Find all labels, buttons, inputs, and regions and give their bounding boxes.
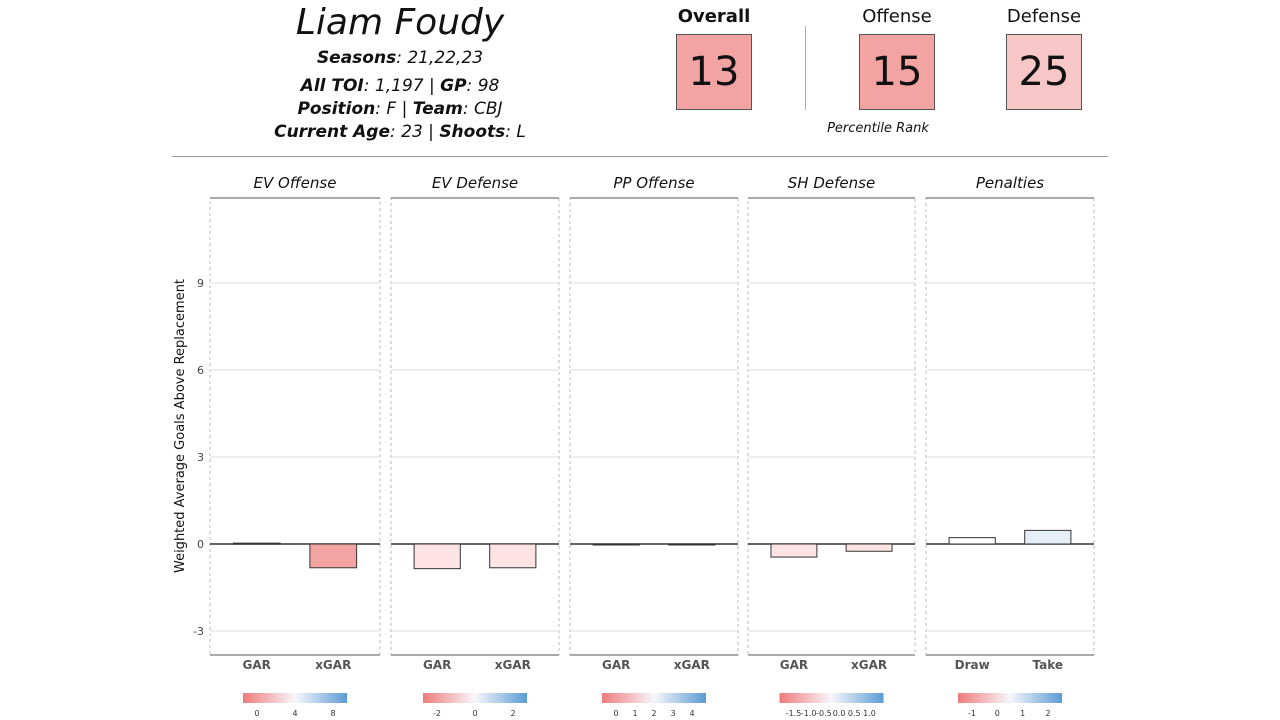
bar: [489, 543, 537, 569]
color-legend-tick-label: 4: [292, 709, 297, 718]
color-legend-tick-label: -2: [433, 709, 441, 718]
header-divider: [172, 156, 1108, 157]
shoots-value: L: [516, 122, 526, 142]
seasons-line: Seasons: 21,22,23: [316, 48, 484, 68]
color-legend-tick-label: 0: [254, 709, 259, 718]
bar: [232, 542, 281, 545]
color-legend-tick-label: -1.0: [801, 709, 817, 718]
chart-panels: -3 0 3 6 9 EV Offense GAR xGAR 0 4 8 EV Defense GAR x…: [193, 174, 1095, 718]
percentile-rank-label: Percentile Rank: [827, 121, 929, 136]
y-tick-label: 9: [197, 277, 204, 290]
bar: [770, 543, 818, 558]
color-legend-tick-label: -1: [968, 709, 976, 718]
x-tick-label: xGAR: [495, 658, 531, 672]
panel-border: [390, 197, 560, 656]
panel-border: [209, 197, 381, 656]
offense-label: Offense: [862, 6, 932, 27]
position-label: Position: [297, 99, 376, 119]
seasons-value: 21,22,23: [407, 48, 484, 68]
x-tick-label: GAR: [423, 658, 451, 672]
color-legend-bar: [602, 693, 706, 703]
color-legend-tick-label: 0: [613, 709, 618, 718]
bar: [413, 543, 461, 570]
x-tick-label: xGAR: [851, 658, 887, 672]
rank-divider: [805, 26, 806, 110]
x-tick-label: Draw: [955, 658, 990, 672]
toi-value: 1,197: [374, 76, 424, 96]
age-shoots-line: Current Age: 23 | Shoots: L: [274, 122, 526, 142]
player-name: Liam Foudy: [295, 2, 505, 43]
y-tick-label: 0: [197, 538, 204, 551]
x-tick-label: xGAR: [674, 658, 710, 672]
overall-rank-box: 13: [676, 34, 752, 110]
color-legend-tick-label: 2: [510, 709, 515, 718]
panel-border: [747, 197, 916, 656]
panel-title: SH Defense: [788, 174, 875, 192]
toi-label: All TOI: [300, 76, 364, 96]
color-legend-tick-label: 8: [330, 709, 335, 718]
defense-label: Defense: [1006, 6, 1082, 27]
position-value: F: [386, 99, 397, 119]
team-value: CBJ: [474, 99, 503, 119]
color-legend-tick-label: 0.5: [848, 709, 861, 718]
color-legend-tick-label: 0: [472, 709, 477, 718]
bar: [592, 543, 640, 546]
color-legend-tick-label: 2: [651, 709, 656, 718]
color-legend-bar: [958, 693, 1062, 703]
offense-rank-box: 15: [859, 34, 935, 110]
bar: [948, 537, 996, 545]
color-legend-tick-label: -1.5: [786, 709, 802, 718]
x-tick-label: GAR: [780, 658, 808, 672]
color-legend-tick-label: 3: [670, 709, 675, 718]
bar: [845, 543, 893, 552]
panel-title: PP Offense: [613, 174, 694, 192]
color-legend-tick-label: 4: [689, 709, 694, 718]
bar: [668, 543, 716, 546]
x-tick-label: GAR: [243, 658, 271, 672]
toi-gp-line: All TOI: 1,197 | GP: 98: [300, 76, 500, 96]
age-value: 23: [401, 122, 423, 142]
color-legend-tick-label: 1: [632, 709, 637, 718]
x-tick-label: xGAR: [315, 658, 351, 672]
color-legend-tick-label: -0.5: [816, 709, 832, 718]
position-team-line: Position: F | Team: CBJ: [297, 99, 503, 119]
defense-rank-box: 25: [1006, 34, 1082, 110]
panel-title: EV Defense: [432, 174, 518, 192]
panel-title: EV Offense: [254, 174, 337, 192]
color-legend-bar: [243, 693, 347, 703]
seasons-label: Seasons: [316, 48, 397, 68]
team-label: Team: [412, 99, 463, 119]
color-legend-bar: [779, 693, 884, 703]
panel-title: Penalties: [976, 174, 1044, 192]
gp-value: 98: [477, 76, 500, 96]
shoots-label: Shoots: [439, 122, 506, 142]
bar: [1024, 529, 1072, 545]
gp-label: GP: [440, 76, 467, 96]
y-tick-label: 3: [197, 451, 204, 464]
color-legend-bar: [423, 693, 527, 703]
overall-label: Overall: [677, 6, 751, 27]
color-legend-tick-label: 0.0: [833, 709, 846, 718]
color-legend-tick-label: 1.0: [863, 709, 876, 718]
x-tick-label: Take: [1033, 658, 1064, 672]
y-tick-label: 6: [197, 364, 204, 377]
panel-border: [569, 197, 739, 656]
color-legend-tick-label: 1: [1020, 709, 1025, 718]
x-tick-label: GAR: [602, 658, 630, 672]
age-label: Current Age: [274, 122, 390, 142]
y-axis-label: Weighted Average Goals Above Replacement: [173, 279, 188, 573]
bar: [309, 543, 358, 569]
color-legend-tick-label: 0: [995, 709, 1000, 718]
color-legend-tick-label: 2: [1045, 709, 1050, 718]
panel-border: [925, 197, 1095, 656]
y-tick-label: -3: [193, 625, 204, 638]
